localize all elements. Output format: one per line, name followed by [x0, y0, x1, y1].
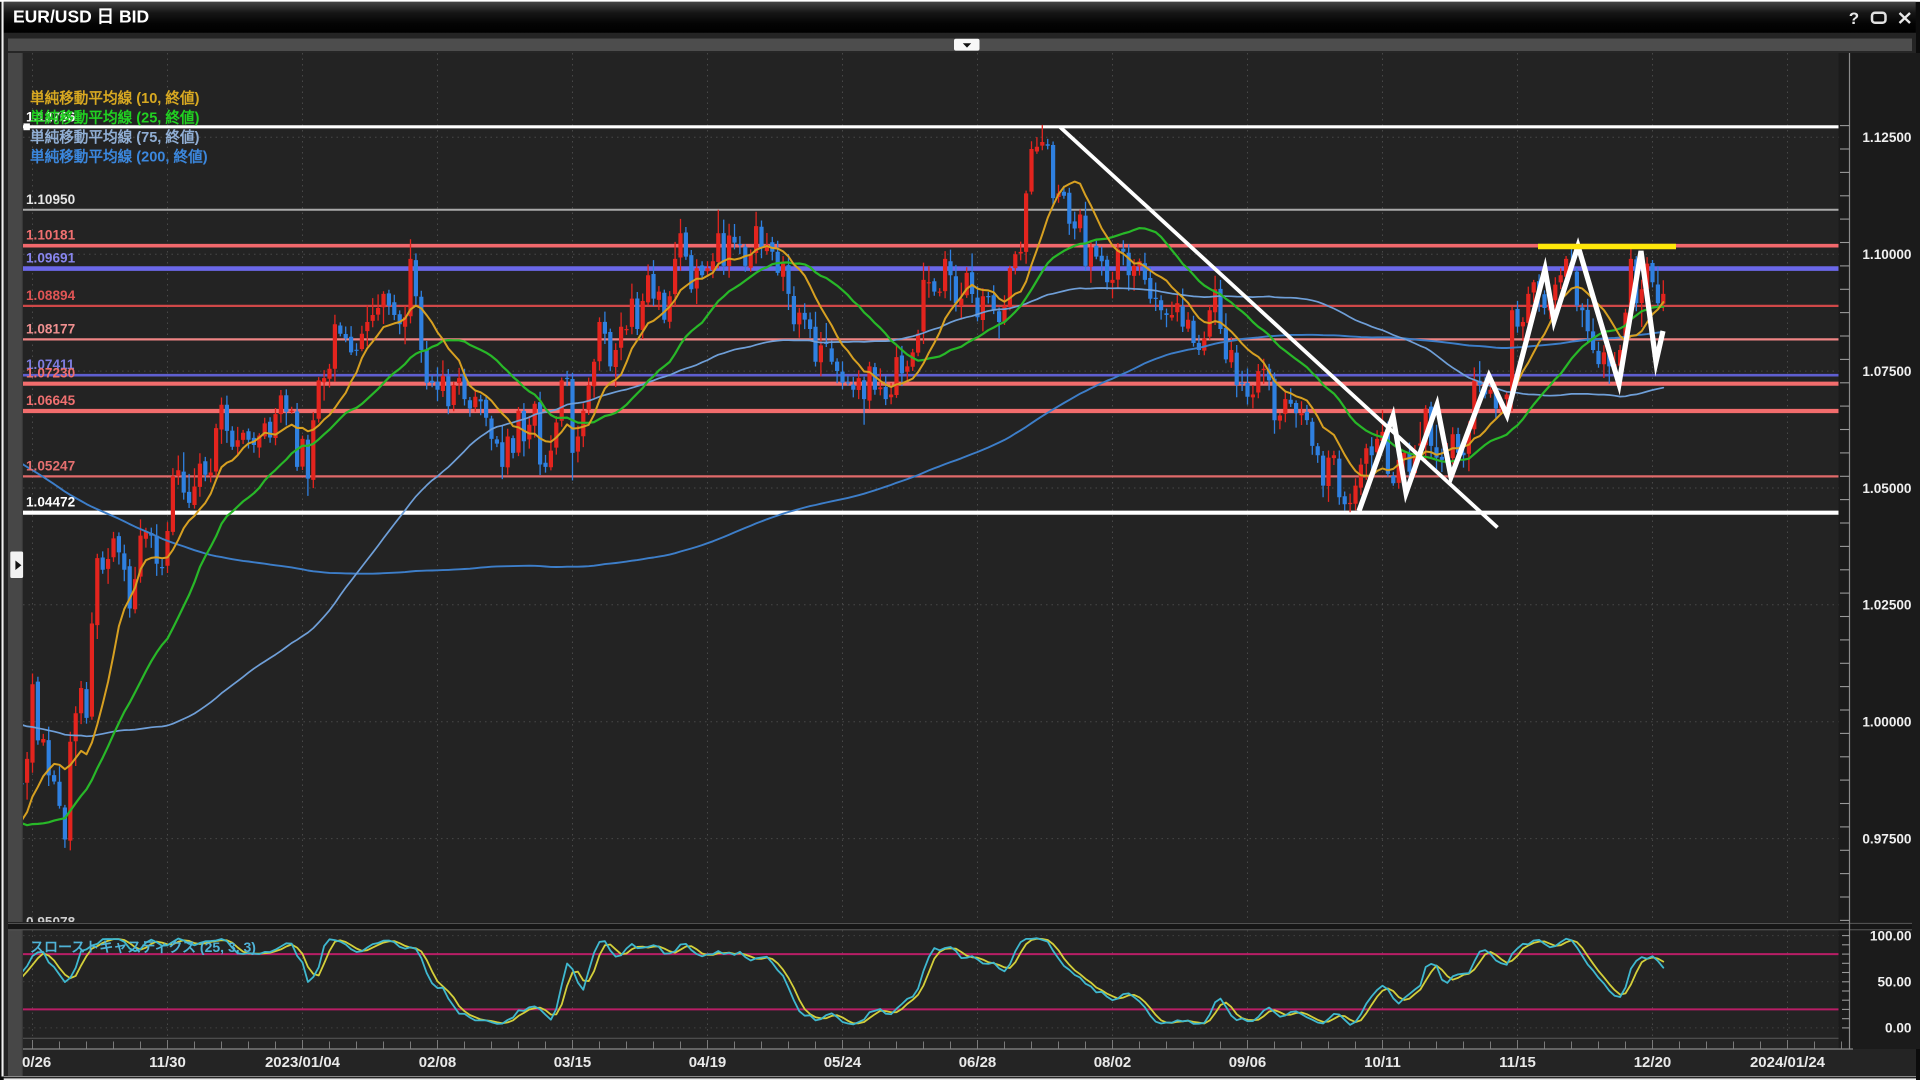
svg-text:09/06: 09/06 — [1229, 1054, 1267, 1071]
svg-text:50.00: 50.00 — [1877, 975, 1911, 990]
svg-text:1.12766: 1.12766 — [26, 110, 76, 125]
svg-text:1.04472: 1.04472 — [26, 495, 76, 510]
svg-text:1.08177: 1.08177 — [26, 321, 75, 336]
svg-text:02/08: 02/08 — [419, 1054, 457, 1071]
svg-text:1.10000: 1.10000 — [1862, 247, 1911, 262]
svg-text:2024/01/24: 2024/01/24 — [1750, 1054, 1826, 1071]
svg-text:単純移動平均線 (25, 終値): 単純移動平均線 (25, 終値) — [30, 109, 200, 127]
svg-text:2023/01/04: 2023/01/04 — [265, 1054, 341, 1071]
svg-text:0.97500: 0.97500 — [1862, 831, 1911, 846]
svg-text:06/28: 06/28 — [959, 1054, 997, 1071]
svg-text:1.00000: 1.00000 — [1862, 715, 1911, 730]
svg-text:1.10950: 1.10950 — [26, 192, 75, 207]
svg-text:EUR/USD 日 BID: EUR/USD 日 BID — [13, 7, 149, 27]
svg-text:単純移動平均線 (10, 終値): 単純移動平均線 (10, 終値) — [30, 89, 200, 107]
svg-text:1.05247: 1.05247 — [26, 458, 75, 473]
svg-text:1.12500: 1.12500 — [1862, 130, 1911, 145]
svg-text:1.07500: 1.07500 — [1862, 364, 1911, 379]
svg-text:03/15: 03/15 — [554, 1054, 592, 1071]
svg-text:単純移動平均線 (200, 終値): 単純移動平均線 (200, 終値) — [30, 148, 208, 166]
svg-text:08/02: 08/02 — [1094, 1054, 1132, 1071]
svg-text:1.02500: 1.02500 — [1862, 598, 1911, 613]
svg-text:11/30: 11/30 — [149, 1054, 186, 1071]
svg-text:0.00: 0.00 — [1885, 1021, 1911, 1036]
svg-text:10/11: 10/11 — [1364, 1054, 1401, 1071]
svg-text:11/15: 11/15 — [1499, 1054, 1536, 1071]
svg-text:スローストキャスティクス (25, 3, 3): スローストキャスティクス (25, 3, 3) — [30, 939, 256, 955]
svg-text:100.00: 100.00 — [1870, 928, 1912, 943]
svg-text:1.09691: 1.09691 — [26, 251, 76, 266]
svg-text:1.05000: 1.05000 — [1862, 481, 1911, 496]
svg-text:0.95078: 0.95078 — [26, 915, 76, 930]
svg-text:04/19: 04/19 — [689, 1054, 727, 1071]
svg-text:1.07230: 1.07230 — [26, 366, 75, 381]
svg-text:1.10181: 1.10181 — [26, 228, 76, 243]
svg-text:?: ? — [1849, 9, 1859, 28]
svg-text:1.06645: 1.06645 — [26, 393, 76, 408]
svg-text:1.08894: 1.08894 — [26, 288, 76, 303]
svg-text:10/26: 10/26 — [14, 1054, 52, 1071]
svg-text:単純移動平均線 (75, 終値): 単純移動平均線 (75, 終値) — [30, 128, 200, 146]
svg-text:1.07411: 1.07411 — [26, 357, 75, 372]
svg-text:12/20: 12/20 — [1634, 1054, 1672, 1071]
svg-text:05/24: 05/24 — [824, 1054, 862, 1071]
